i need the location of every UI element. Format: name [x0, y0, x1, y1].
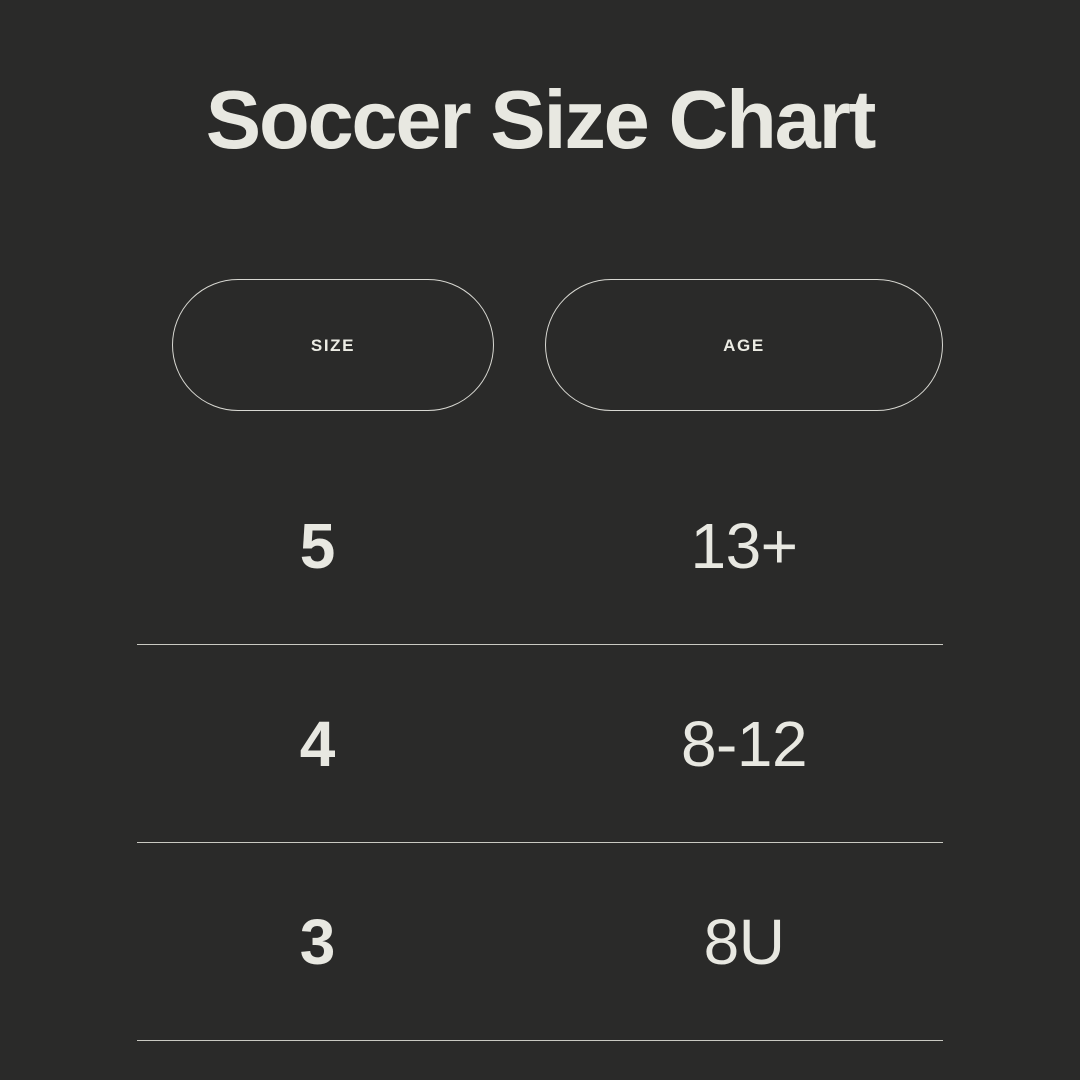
column-header-age-label: AGE: [723, 335, 765, 355]
cell-size: 3: [299, 906, 336, 978]
row-divider: [137, 643, 943, 645]
table-row: 3 8U: [0, 843, 1080, 1041]
cell-age: 8-12: [680, 708, 808, 780]
cell-size: 4: [299, 708, 336, 780]
row-divider: [137, 841, 943, 843]
column-header-row: SIZE AGE: [0, 279, 1080, 411]
table-row: 5 13+: [0, 447, 1080, 645]
size-chart-rows: 5 13+ 4 8-12 3 8U: [0, 447, 1080, 1041]
cell-age: 8U: [703, 906, 785, 978]
column-header-age[interactable]: AGE: [545, 279, 943, 411]
column-header-size-label: SIZE: [310, 335, 356, 355]
page-title: Soccer Size Chart: [205, 73, 877, 166]
column-header-size[interactable]: SIZE: [172, 279, 494, 411]
cell-size: 5: [299, 510, 336, 582]
cell-age: 13+: [690, 510, 798, 582]
table-row: 4 8-12: [0, 645, 1080, 843]
row-divider: [137, 1039, 943, 1041]
